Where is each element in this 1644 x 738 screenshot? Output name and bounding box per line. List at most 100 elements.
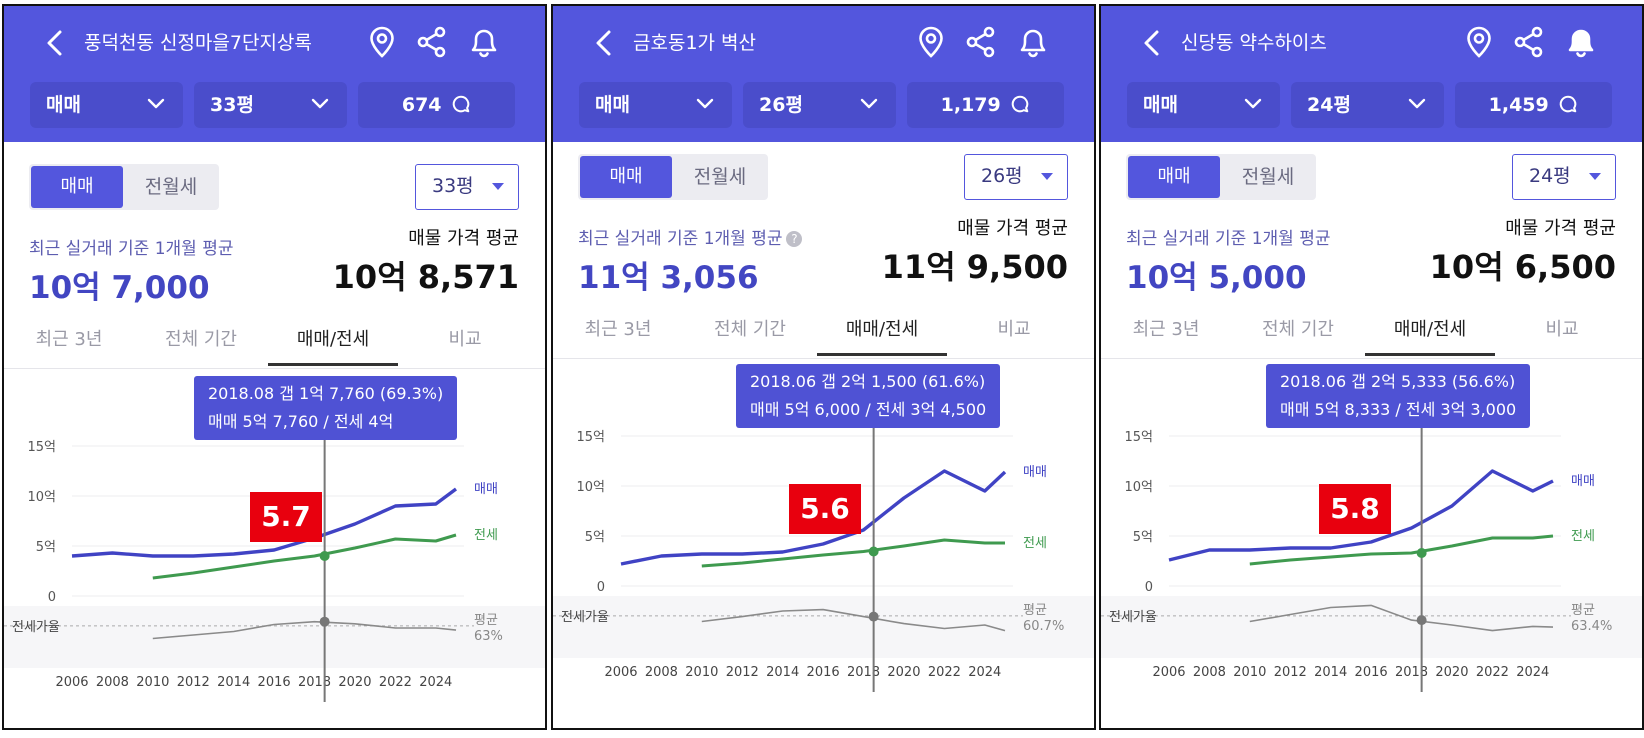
tab-compare[interactable]: 비교 [1545, 319, 1579, 340]
series-end-label: 매매 [1023, 465, 1047, 480]
trade-toggle: 매매 전월세 [29, 164, 219, 210]
share-icon[interactable] [963, 24, 999, 60]
tab-compare[interactable]: 비교 [448, 329, 482, 350]
tab-sale-rent[interactable]: 매매/전세 [1365, 308, 1495, 356]
toggle-rent[interactable]: 전월세 [144, 176, 198, 198]
x-tick-label: 2024 [1516, 665, 1549, 680]
tab-compare[interactable]: 비교 [997, 319, 1031, 340]
ratio-axis-label: 전세가율 [12, 620, 60, 635]
bell-icon[interactable] [1015, 24, 1051, 60]
back-arrow-icon[interactable] [40, 26, 70, 60]
trade-type-dropdown[interactable]: 매매 [1127, 82, 1280, 128]
apartment-title: 풍덕천동 신정마을7단지상록 [84, 32, 312, 54]
tab-sale-rent[interactable]: 매매/전세 [817, 308, 947, 356]
x-tick-label: 2008 [96, 675, 129, 690]
tab-sale-rent[interactable]: 매매/전세 [268, 318, 398, 366]
jeonse-cursor-marker [319, 551, 330, 561]
listing-avg-label: 매물 가격 평균 [957, 218, 1068, 239]
x-tick-label: 2012 [177, 675, 210, 690]
apartment-title: 신당동 약수하이츠 [1181, 32, 1327, 54]
bell-icon[interactable] [1563, 24, 1599, 60]
tab-recent-3y[interactable]: 최근 3년 [584, 319, 652, 340]
x-tick-label: 2014 [766, 665, 799, 680]
ratio-axis-label: 전세가율 [1109, 610, 1157, 625]
x-tick-label: 2016 [258, 675, 291, 690]
x-tick-label: 2010 [136, 675, 169, 690]
toggle-sale[interactable]: 매매 [580, 156, 672, 198]
tooltip-line2: 매매 5억 7,760 / 전세 4억 [208, 412, 394, 431]
help-icon[interactable]: ? [786, 231, 803, 247]
area-value: 24평 [1307, 94, 1351, 116]
ratio-avg-value: 63.4% [1571, 619, 1612, 634]
share-icon[interactable] [1511, 24, 1547, 60]
tooltip-line2: 매매 5억 6,000 / 전세 3억 4,500 [750, 400, 987, 419]
area-select[interactable]: 33평 [415, 164, 519, 210]
series-line-sale [71, 487, 458, 558]
recent-avg-value: 11억 3,056 [578, 260, 759, 296]
tab-recent-3y[interactable]: 최근 3년 [1132, 319, 1200, 340]
chevron-down-icon [860, 98, 878, 109]
trade-type-dropdown[interactable]: 매매 [579, 82, 732, 128]
apartment-panel-3: 신당동 약수하이츠 매매 24평 1,459 매매 전월세 24평 [1099, 4, 1644, 730]
comment-count-button[interactable]: 1,459 [1455, 82, 1612, 128]
toggle-rent[interactable]: 전월세 [1241, 166, 1295, 188]
series-line-sale [620, 469, 1007, 566]
x-tick-label: 2020 [1435, 665, 1468, 680]
x-tick-label: 2022 [379, 675, 412, 690]
area-select[interactable]: 24평 [1512, 154, 1616, 200]
triangle-down-icon [1589, 173, 1601, 180]
area-dropdown[interactable]: 24평 [1291, 82, 1444, 128]
location-pin-icon[interactable] [364, 24, 400, 60]
header-bar: 신당동 약수하이츠 매매 24평 1,459 [1101, 6, 1642, 142]
tab-all-period[interactable]: 전체 기간 [714, 319, 786, 340]
toggle-sale[interactable]: 매매 [1128, 156, 1220, 198]
location-pin-icon[interactable] [1461, 24, 1497, 60]
recent-avg-label-text: 최근 실거래 기준 1개월 평균 [1126, 229, 1331, 249]
price-ratio-badge: 5.8 [1319, 484, 1391, 534]
tab-all-period[interactable]: 전체 기간 [1262, 319, 1334, 340]
recent-avg-label: 최근 실거래 기준 1개월 평균 [1126, 224, 1330, 249]
x-tick-label: 2020 [887, 665, 920, 680]
tab-recent-3y[interactable]: 최근 3년 [35, 329, 103, 350]
comment-count-button[interactable]: 1,179 [907, 82, 1064, 128]
back-arrow-icon[interactable] [589, 26, 619, 60]
chevron-down-icon [311, 98, 329, 109]
tooltip-line1: 2018.06 갭 2억 1,500 (61.6%) [750, 372, 986, 391]
y-tick-label: 15억 [1124, 430, 1153, 445]
y-tick-label: 10억 [1124, 480, 1153, 495]
y-tick-label: 0 [1145, 580, 1153, 595]
area-select[interactable]: 26평 [964, 154, 1068, 200]
location-pin-icon[interactable] [913, 24, 949, 60]
recent-avg-label-text: 최근 실거래 기준 1개월 평균 [29, 239, 234, 259]
comment-count: 1,179 [940, 94, 1001, 116]
y-tick-label: 5억 [1133, 530, 1153, 545]
period-tabs: 최근 3년 전체 기간 매매/전세 비교 [1101, 308, 1642, 359]
comment-count-button[interactable]: 674 [358, 82, 515, 128]
share-icon[interactable] [414, 24, 450, 60]
series-line-sale [1168, 469, 1554, 562]
trade-type-dropdown[interactable]: 매매 [30, 82, 183, 128]
recent-avg-label: 최근 실거래 기준 1개월 평균? [578, 224, 803, 249]
trade-type-value: 매매 [595, 94, 630, 116]
back-arrow-icon[interactable] [1137, 26, 1167, 60]
area-dropdown[interactable]: 33평 [194, 82, 347, 128]
x-tick-label: 2010 [685, 665, 718, 680]
ratio-axis-label: 전세가율 [561, 610, 609, 625]
x-tick-label: 2006 [604, 665, 637, 680]
series-end-label: 전세 [1023, 536, 1047, 551]
period-tabs: 최근 3년 전체 기간 매매/전세 비교 [553, 308, 1094, 359]
area-dropdown[interactable]: 26평 [743, 82, 896, 128]
ratio-avg-label: 평균 [1571, 603, 1595, 618]
x-tick-label: 2024 [968, 665, 1001, 680]
bell-icon[interactable] [466, 24, 502, 60]
y-tick-label: 5억 [36, 540, 56, 555]
tab-all-period[interactable]: 전체 기간 [165, 329, 237, 350]
ratio-cursor-marker [868, 611, 879, 622]
series-line-jeonse [701, 538, 1005, 568]
chevron-down-icon [1408, 98, 1426, 109]
toggle-sale[interactable]: 매매 [31, 166, 123, 208]
toggle-rent[interactable]: 전월세 [693, 166, 747, 188]
